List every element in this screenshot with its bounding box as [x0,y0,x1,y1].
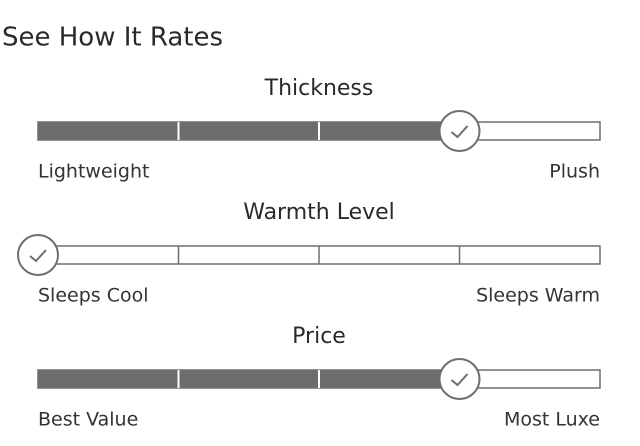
low-label: Sleeps Cool [38,285,149,307]
knob-circle [17,234,59,276]
filled-track [38,370,460,388]
high-label: Most Luxe [504,409,600,431]
check-icon [450,125,469,139]
panel-title: See How It Rates [2,23,223,53]
knob-circle [438,110,481,152]
check-icon [29,249,47,263]
low-label: Lightweight [38,161,149,183]
knob-circle [438,358,481,400]
rating-label: Price [292,324,346,349]
filled-track [38,122,460,140]
rating-knob [438,358,481,400]
rating-knob [17,234,59,276]
low-label: Best Value [38,409,138,431]
rating-knob [438,110,481,152]
rating-label: Warmth Level [243,200,395,225]
check-icon [450,373,469,387]
rating-label: Thickness [264,76,374,101]
high-label: Plush [549,161,600,183]
high-label: Sleeps Warm [476,285,600,307]
